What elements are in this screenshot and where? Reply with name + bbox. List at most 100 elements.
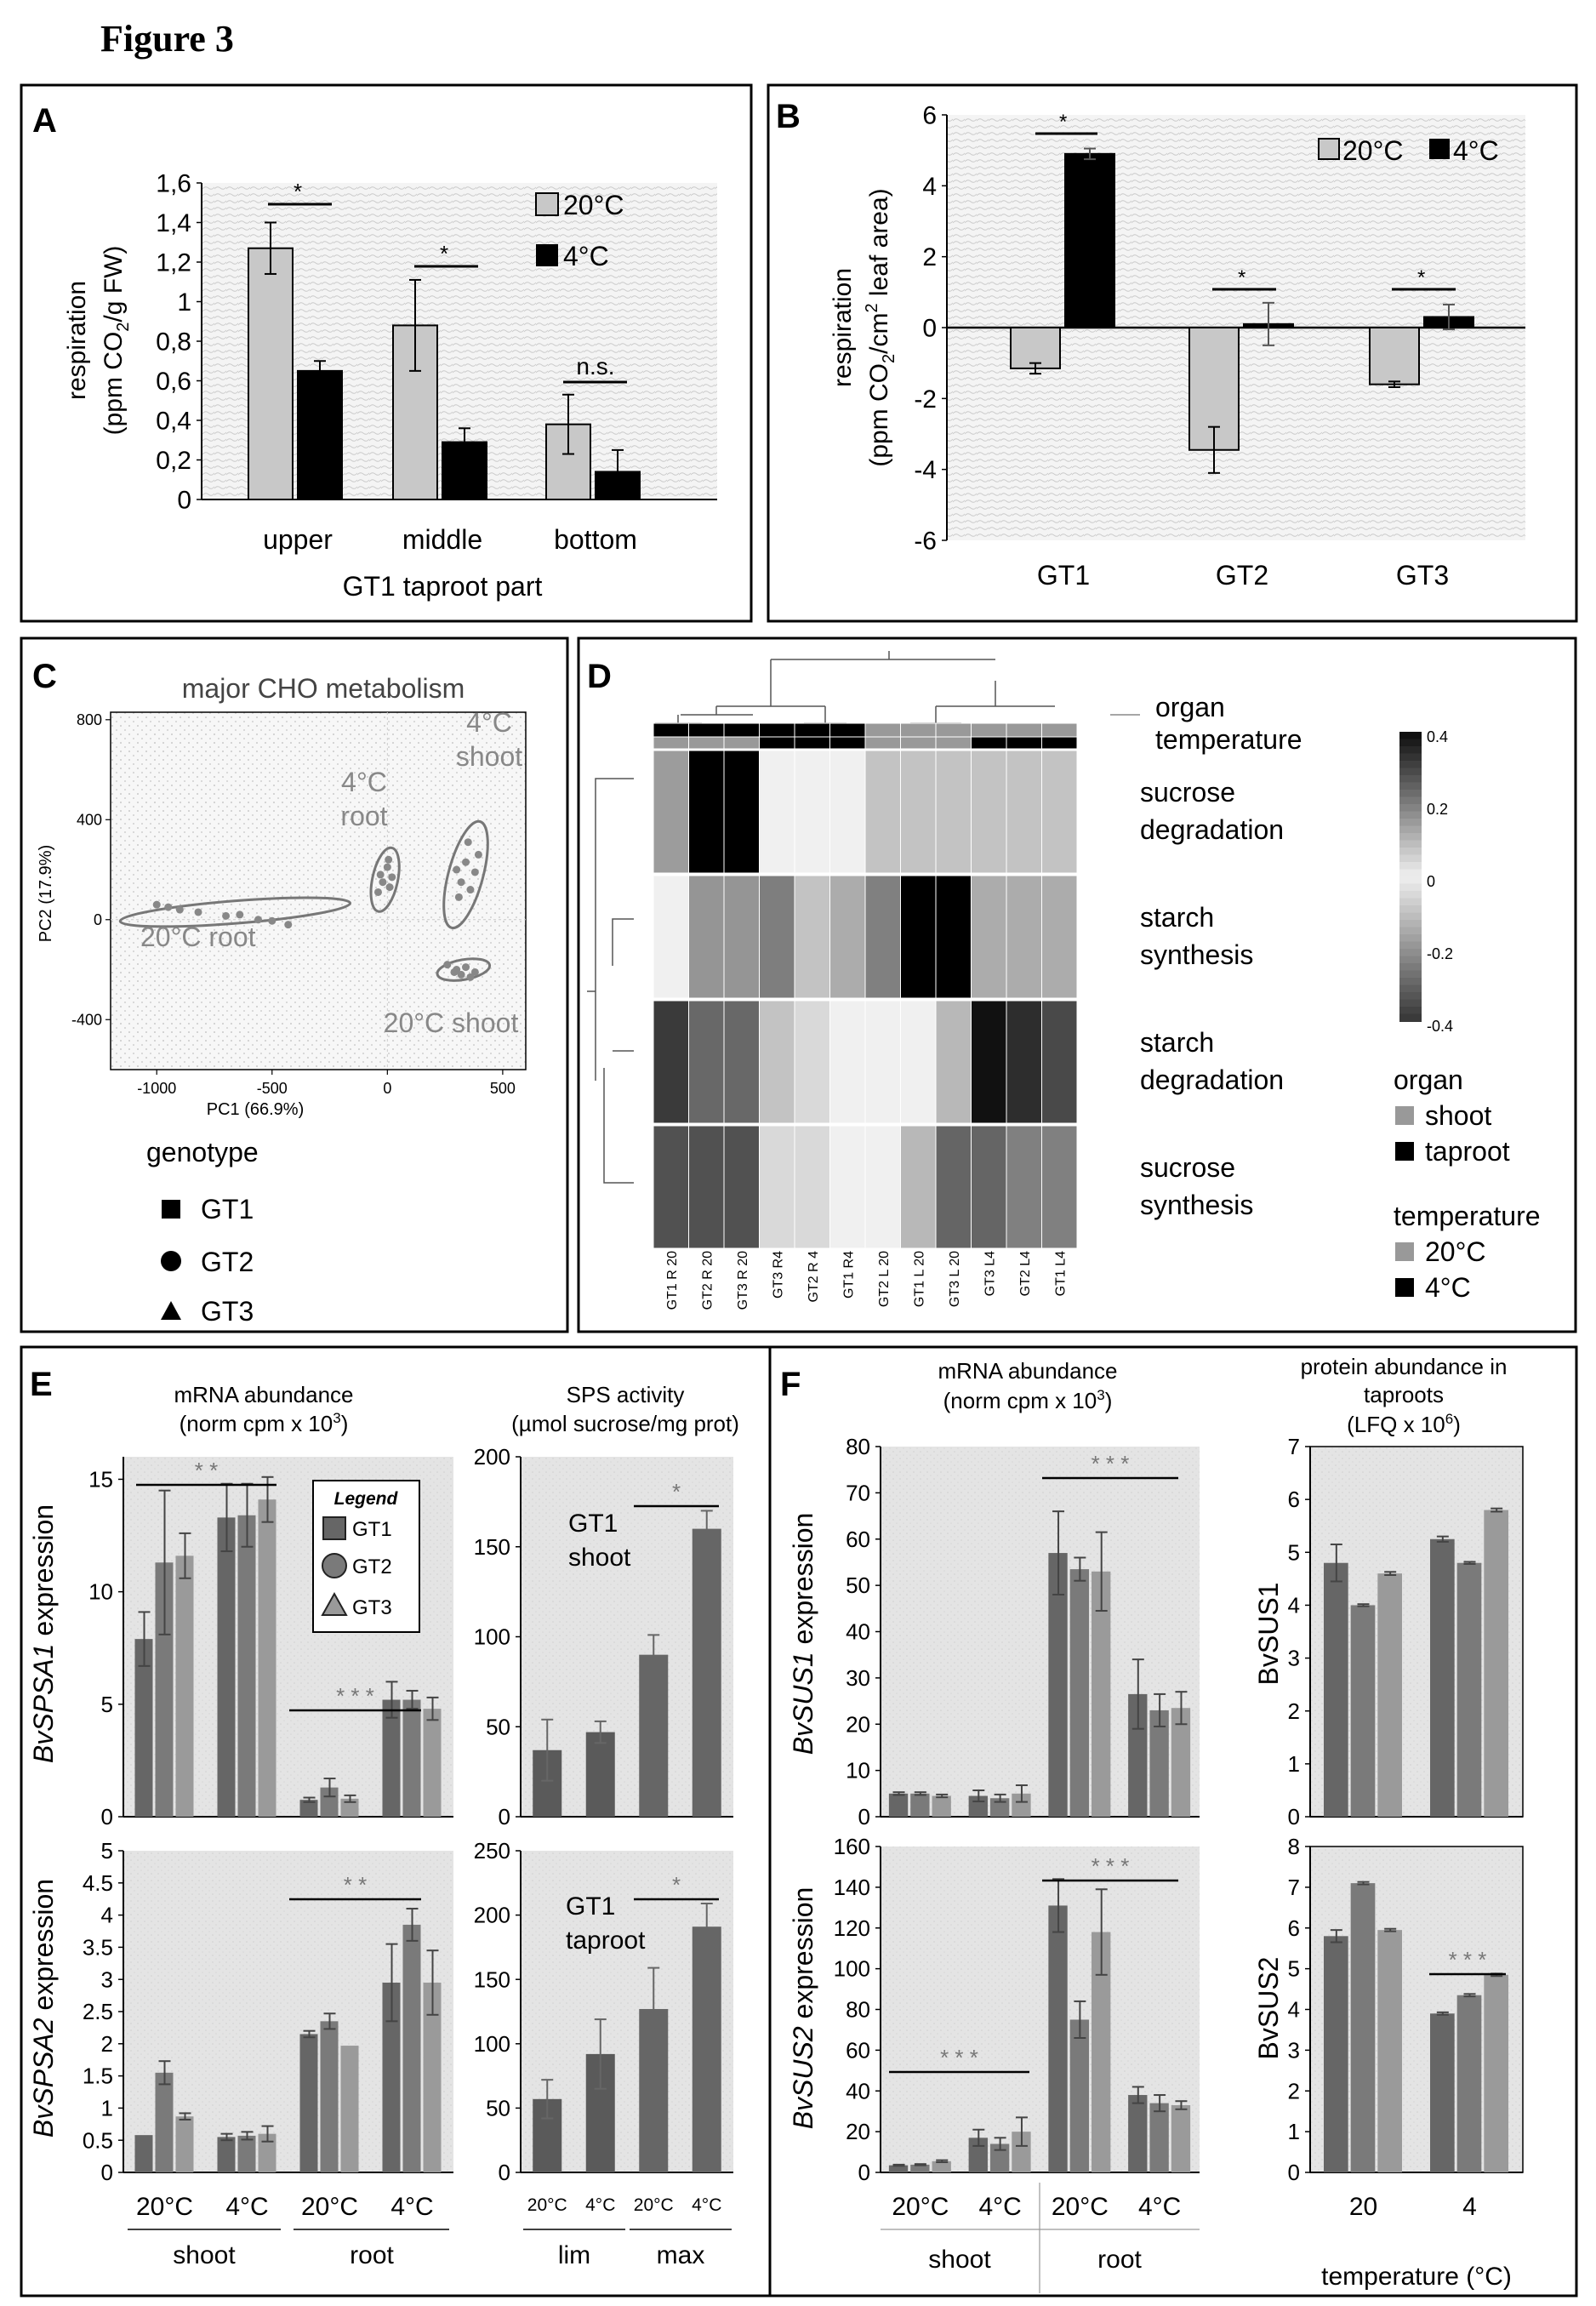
panel-c-point: [268, 916, 276, 925]
panel-f-prot-bottom-y-ticklabel: 5: [1288, 1956, 1300, 1982]
panel-c-point: [379, 878, 387, 887]
panel-f-top-y-ticklabel: 30: [846, 1665, 870, 1691]
panel-d-organ-cell: [723, 722, 760, 738]
panel-a-chart: 0 0,2 0,4 0,6 0,8 1 1,2 1,4 1,6 upper middle bot…: [63, 170, 717, 602]
panel-e-sps-top-bar: [692, 1528, 721, 1817]
panel-d-organ-cell: [1041, 722, 1078, 738]
panel-f-bottom-bar: [910, 2164, 930, 2172]
panel-f-bottom-y-ticklabel: 100: [834, 1956, 870, 1982]
panel-d-temperature-cell: [688, 736, 725, 750]
panel-e-bottom-y-ticklabel: 2.5: [83, 1999, 113, 2024]
panel-c-legend-gt1: GT1: [201, 1194, 254, 1224]
panel-e-sps-top-bar: [639, 1654, 669, 1817]
panel-c-point: [462, 858, 470, 866]
panel-d-heat-cell: [653, 750, 689, 874]
panel-d-heat-cell: [723, 1000, 760, 1124]
panel-d-heat-cell: [971, 1125, 1007, 1249]
panel-d-heat-cell: [688, 1125, 725, 1249]
figure-title: Figure 3: [100, 18, 234, 60]
panel-f-prot-top-bar: [1324, 1562, 1348, 1817]
panel-f-top-bar: [1012, 1793, 1031, 1817]
panel-c-point: [388, 873, 396, 882]
panel-e-top-bar: [134, 1639, 153, 1817]
panel-e-legend-gt3: GT3: [352, 1596, 392, 1619]
panel-d-organ-cell: [864, 722, 901, 738]
panel-d-scale-step: [1399, 819, 1422, 827]
panel-d-heat-cell: [935, 750, 972, 874]
panel-d-scale-step: [1399, 775, 1422, 784]
panel-e-sps-bottom-y-ticklabel: 250: [474, 1838, 510, 1864]
panel-c-title: major CHO metabolism: [182, 673, 465, 704]
panel-d-temp-4: 4°C: [1425, 1272, 1471, 1303]
panel-e-sps-top-y-ticklabel: 200: [474, 1444, 510, 1470]
panel-d-organ-title: organ: [1394, 1065, 1463, 1095]
panel-f-prot-xlabel: temperature (°C): [1321, 2263, 1512, 2291]
panel-a-letter: A: [32, 102, 57, 140]
panel-e-sps-top-label-1: GT1: [568, 1510, 618, 1538]
panel-d-organ-cell: [653, 722, 689, 738]
panel-a-ylabel-line1: respiration: [63, 281, 91, 400]
panel-d-scale-step: [1399, 862, 1422, 870]
panel-d-heat-cell: [794, 1125, 830, 1249]
panel-c-point: [462, 963, 470, 972]
panel-c-point: [254, 916, 263, 924]
panel-a-xtick-bottom: bottom: [554, 524, 637, 555]
panel-d-temp-20: 20°C: [1425, 1236, 1486, 1267]
panel-f-ylabel-top: BvSUS1 expression: [788, 1513, 818, 1755]
panel-e-sps-top-y-ticklabel: 50: [486, 1714, 510, 1739]
panel-a-xtick-middle: middle: [402, 524, 482, 555]
panel-f-sig-top-root: * * *: [1092, 1451, 1130, 1476]
panel-a-y-ticklabel: 0,4: [156, 408, 191, 436]
panel-e-ylabel-bottom: BvSPSA2 expression: [28, 1879, 59, 2138]
panel-f-top-bar: [932, 1795, 951, 1817]
panel-c-xticklabel: 500: [490, 1080, 516, 1097]
panel-b-legend-swatch-4: [1429, 139, 1450, 159]
panel-f-top-bar: [910, 1793, 930, 1817]
panel-f-bottom-bar: [1171, 2105, 1191, 2172]
panel-e-letter: E: [30, 1366, 53, 1403]
panel-c-yticklabel: 800: [77, 711, 102, 728]
panel-f-prot-bottom-y-ticklabel: 3: [1288, 2037, 1300, 2063]
panel-d-column-label: GT3 R4: [771, 1251, 785, 1299]
panel-a-legend-swatch-4: [536, 244, 558, 266]
panel-e-sps-bottom-bar: [692, 1926, 721, 2172]
panel-e-bottom-bar: [382, 1982, 401, 2172]
panel-e-organ-label: root: [350, 2241, 394, 2269]
panel-d-heat-cell: [1006, 875, 1042, 999]
panel-d-temp-swatch-20: [1395, 1242, 1414, 1261]
panel-a-sig-upper: *: [294, 179, 302, 204]
panel-f-top-bar: [888, 1793, 909, 1817]
panel-f-sig-prot: * * *: [1449, 1947, 1487, 1972]
panel-f-prot-title-1: protein abundance in: [1301, 1354, 1508, 1379]
panel-f-top-y-ticklabel: 70: [846, 1480, 870, 1505]
panel-f-bottom-y-ticklabel: 160: [834, 1834, 870, 1859]
panel-b-ylabel-line2: (ppm CO2/cm2 leaf area): [863, 188, 898, 466]
panel-d-heat-cell: [1041, 1125, 1078, 1249]
panel-c-point: [466, 973, 475, 981]
panel-d-scale-step: [1399, 883, 1422, 892]
panel-e-sps-top-y-ticklabel: 150: [474, 1534, 510, 1560]
panel-e-top-bar: [237, 1515, 256, 1817]
panel-c-legend-square-icon: [162, 1200, 180, 1219]
panel-f-prot-bottom-bar: [1484, 1974, 1508, 2172]
panel-f-temp-label: 4°C: [978, 2193, 1021, 2221]
panel-f-bottom-bar: [1149, 2103, 1169, 2172]
panel-f-prot-bottom-y-ticklabel: 1: [1288, 2119, 1300, 2144]
panel-d-heat-cell: [688, 1000, 725, 1124]
panel-d-temperature-cell: [935, 736, 972, 750]
panel-b-sig-gt3: *: [1417, 266, 1425, 289]
panel-d-column-label: GT2 R 4: [807, 1251, 821, 1303]
panel-e-sps-bottom-y-ticklabel: 0: [499, 2160, 510, 2185]
panel-e-mrna-title-2: (norm cpm x 103): [180, 1410, 349, 1436]
panel-e-sps-bottom-y-ticklabel: 50: [486, 2096, 510, 2121]
panel-c-point: [454, 893, 463, 901]
panel-b-bar: [1064, 152, 1115, 328]
panel-f-bottom-y-ticklabel: 20: [846, 2119, 870, 2144]
panel-f-prot-ylabel-bottom: BvSUS2: [1253, 1957, 1284, 2060]
panel-a-y-ticklabel: 0,8: [156, 328, 191, 357]
panel-a-y-ticklabel: 1,2: [156, 249, 191, 277]
panel-d-heat-cell: [935, 875, 972, 999]
panel-d-scale-step: [1399, 768, 1422, 776]
panel-e-sps-bottom-y-ticklabel: 150: [474, 1966, 510, 1992]
panel-f-top-y-ticklabel: 20: [846, 1711, 870, 1737]
